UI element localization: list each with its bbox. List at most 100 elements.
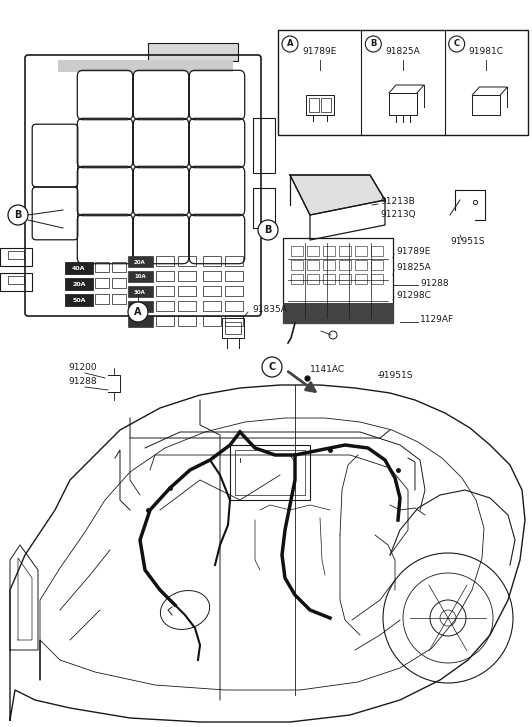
- Bar: [128, 286, 153, 297]
- Bar: [95, 262, 109, 272]
- Bar: [203, 286, 221, 296]
- Bar: [128, 271, 153, 282]
- Bar: [291, 260, 303, 270]
- Text: 30A: 30A: [134, 289, 146, 294]
- Text: 91789E: 91789E: [396, 247, 430, 257]
- Text: 91213B: 91213B: [380, 198, 415, 206]
- Bar: [0, 273, 32, 291]
- Bar: [225, 271, 243, 281]
- Bar: [65, 278, 93, 290]
- Text: 1129AF: 1129AF: [420, 316, 454, 324]
- Bar: [112, 262, 126, 272]
- Bar: [472, 95, 500, 115]
- Bar: [178, 316, 196, 326]
- Bar: [128, 316, 153, 327]
- Bar: [178, 286, 196, 296]
- Bar: [112, 278, 126, 288]
- Bar: [307, 260, 319, 270]
- Bar: [8, 276, 24, 284]
- Bar: [355, 260, 367, 270]
- Text: 91789E: 91789E: [303, 47, 337, 57]
- Bar: [225, 316, 243, 326]
- Circle shape: [262, 357, 282, 377]
- Bar: [291, 274, 303, 284]
- Bar: [156, 316, 174, 326]
- Bar: [0, 248, 32, 266]
- Bar: [291, 246, 303, 256]
- Bar: [389, 93, 417, 115]
- Text: 40A: 40A: [72, 265, 86, 270]
- Text: 91213Q: 91213Q: [380, 211, 415, 220]
- Bar: [65, 294, 93, 306]
- Text: B: B: [264, 225, 272, 235]
- Bar: [203, 316, 221, 326]
- Bar: [339, 246, 351, 256]
- Text: A: A: [134, 307, 142, 317]
- Text: 50A: 50A: [72, 297, 86, 302]
- Bar: [306, 95, 334, 115]
- Bar: [225, 286, 243, 296]
- Bar: [307, 274, 319, 284]
- Text: 20A: 20A: [134, 260, 146, 265]
- Text: 91200: 91200: [68, 364, 97, 372]
- Text: 91298C: 91298C: [396, 291, 431, 300]
- Bar: [323, 274, 335, 284]
- Bar: [323, 260, 335, 270]
- Text: 1141AC: 1141AC: [310, 366, 345, 374]
- Bar: [283, 238, 393, 323]
- Text: C: C: [454, 39, 460, 49]
- Text: 91951S: 91951S: [378, 371, 412, 379]
- Bar: [307, 246, 319, 256]
- Circle shape: [258, 220, 278, 240]
- Bar: [58, 60, 233, 72]
- Text: 91825A: 91825A: [396, 263, 431, 273]
- Text: B: B: [370, 39, 377, 49]
- Bar: [278, 30, 528, 135]
- Bar: [178, 271, 196, 281]
- Text: 91835A: 91835A: [252, 305, 287, 315]
- Text: 91288: 91288: [420, 279, 448, 289]
- Bar: [235, 450, 305, 495]
- Bar: [112, 294, 126, 304]
- Bar: [128, 301, 153, 312]
- Text: 91951S: 91951S: [450, 238, 485, 246]
- Text: 91825A: 91825A: [386, 47, 420, 57]
- Text: C: C: [268, 362, 276, 372]
- Bar: [178, 256, 196, 266]
- Bar: [156, 271, 174, 281]
- Bar: [371, 246, 383, 256]
- Bar: [128, 256, 153, 267]
- Bar: [321, 98, 331, 112]
- Circle shape: [282, 36, 298, 52]
- Text: 91981C: 91981C: [469, 47, 504, 57]
- Bar: [8, 251, 24, 259]
- Bar: [339, 274, 351, 284]
- Bar: [230, 445, 310, 500]
- Bar: [95, 278, 109, 288]
- Bar: [253, 118, 275, 173]
- Bar: [65, 262, 93, 274]
- Bar: [371, 274, 383, 284]
- Bar: [339, 260, 351, 270]
- Bar: [309, 98, 319, 112]
- Bar: [355, 246, 367, 256]
- Circle shape: [8, 205, 28, 225]
- Bar: [222, 318, 244, 338]
- Bar: [203, 301, 221, 311]
- Circle shape: [128, 302, 148, 322]
- Bar: [148, 43, 238, 61]
- Bar: [203, 271, 221, 281]
- Circle shape: [448, 36, 464, 52]
- Text: 20A: 20A: [72, 281, 86, 286]
- Bar: [156, 256, 174, 266]
- Bar: [225, 256, 243, 266]
- Text: 40A: 40A: [134, 305, 146, 310]
- Polygon shape: [290, 175, 385, 215]
- Bar: [95, 294, 109, 304]
- Bar: [178, 301, 196, 311]
- Text: B: B: [14, 210, 22, 220]
- Bar: [156, 301, 174, 311]
- Bar: [156, 286, 174, 296]
- Circle shape: [365, 36, 381, 52]
- Bar: [225, 301, 243, 311]
